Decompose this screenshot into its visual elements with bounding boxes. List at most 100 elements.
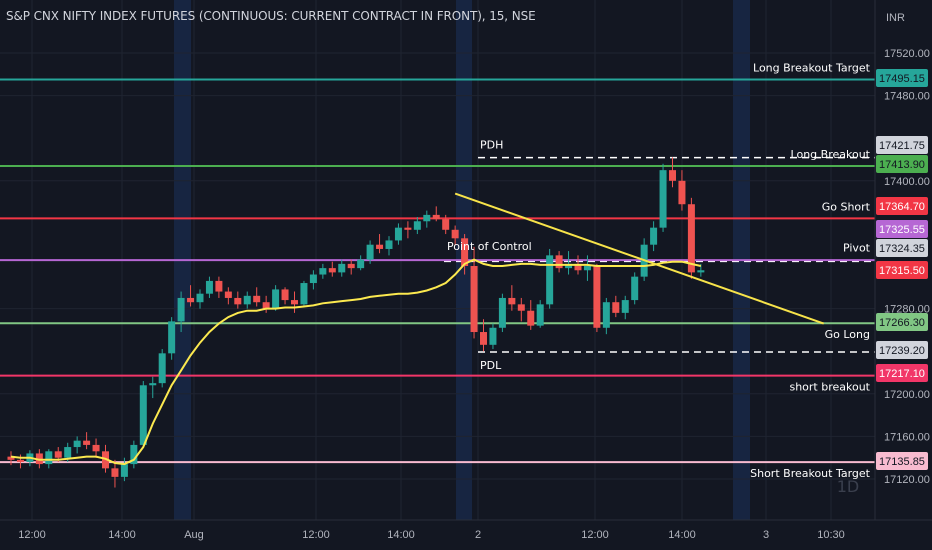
price-badge-label: 17315.50 (879, 265, 925, 277)
watermark: 1D (837, 477, 860, 496)
candle-body (291, 300, 298, 305)
price-badge (876, 197, 928, 215)
candle-body (376, 244, 384, 249)
candle-body (555, 255, 563, 269)
x-tick-label: 14:00 (668, 529, 696, 541)
candle-body (621, 300, 629, 313)
level-label: PDH (480, 139, 503, 152)
price-badge (876, 341, 928, 359)
y-tick-label: 17120.00 (884, 474, 930, 486)
candle-body (168, 321, 176, 354)
x-tick-label: 14:00 (108, 529, 136, 541)
candle-body (196, 293, 204, 303)
candle-body (489, 327, 497, 345)
level-label: Point of Control (447, 240, 532, 253)
price-badge (876, 313, 928, 331)
candle-body (16, 459, 24, 462)
trendline (454, 192, 825, 325)
candle-body (527, 310, 535, 326)
candle-body (366, 244, 374, 260)
candle-body (442, 219, 450, 230)
candle-body (612, 302, 620, 313)
price-badge-label: 17135.85 (879, 456, 925, 468)
candle-body (404, 227, 412, 230)
x-tick-label: 14:00 (387, 529, 415, 541)
y-tick-label: 17400.00 (884, 176, 930, 188)
candle-body (73, 440, 81, 448)
candle-body (224, 291, 232, 298)
candle-body (111, 468, 119, 477)
candle-body (461, 238, 469, 266)
level-label: Go Short (822, 200, 871, 213)
candle-body (546, 255, 554, 305)
price-badge (876, 69, 928, 87)
y-tick-label: 17200.00 (884, 389, 930, 401)
candle-body (385, 240, 393, 249)
candle-body (45, 451, 53, 465)
candle-body (120, 464, 128, 477)
candle-body (149, 383, 157, 386)
candle-body (498, 297, 506, 328)
x-tick-label: 12:00 (18, 529, 46, 541)
price-badge (876, 452, 928, 470)
price-badge-label: 17217.10 (879, 368, 925, 380)
candle-body (243, 295, 251, 305)
x-tick-label: 2 (475, 529, 481, 541)
price-badge-label: 17266.30 (879, 317, 925, 329)
candle-body (565, 263, 573, 269)
candle-body (215, 280, 223, 292)
price-badge (876, 220, 928, 238)
price-badge-label: 17421.75 (879, 140, 925, 152)
candle-body (536, 304, 544, 326)
candle-body (262, 302, 270, 309)
price-badge (876, 261, 928, 279)
candle-body (678, 180, 686, 205)
candle-body (7, 456, 15, 460)
candle-body (687, 204, 695, 273)
candle-body (508, 297, 516, 305)
candle-body (130, 444, 138, 465)
candle-body (205, 280, 213, 294)
candle-body (669, 170, 676, 181)
currency-label: INR (886, 12, 905, 24)
level-label: Short Breakout Target (750, 467, 871, 480)
candle-body (517, 304, 525, 311)
candle-body (83, 440, 91, 445)
vwap-line (10, 258, 702, 466)
level-label: short breakout (789, 381, 870, 394)
candle-body (234, 297, 242, 305)
level-label: Go Long (825, 328, 870, 341)
candle-body (480, 332, 487, 345)
candle-body (253, 295, 261, 303)
price-badge-label: 17413.90 (879, 159, 925, 171)
x-tick-label: 12:00 (581, 529, 609, 541)
candle-body (187, 297, 195, 303)
price-badge-label: 17239.20 (879, 345, 925, 357)
price-badge-label: 17364.70 (879, 201, 925, 213)
candle-body (423, 214, 431, 222)
y-tick-label: 17520.00 (884, 48, 930, 60)
candle-body (631, 276, 639, 301)
x-tick-label: 10:30 (817, 529, 845, 541)
candle-body (300, 283, 308, 305)
candle-body (470, 266, 478, 333)
price-badge-label: 17495.15 (879, 73, 925, 85)
candle-body (319, 268, 327, 275)
candle-body (432, 214, 440, 220)
candle-body (413, 221, 421, 230)
candle-body (650, 227, 658, 245)
candle-body (394, 227, 402, 241)
candle-body (35, 453, 43, 465)
chart-title: S&P CNX NIFTY INDEX FUTURES (CONTINUOUS:… (6, 9, 536, 23)
level-label: PDL (480, 359, 502, 372)
price-badge (876, 364, 928, 382)
y-tick-label: 17480.00 (884, 91, 930, 103)
level-label: Pivot (843, 241, 871, 254)
price-badge (876, 239, 928, 257)
price-badge-label: 17324.35 (879, 243, 925, 255)
candle-body (357, 259, 365, 269)
candle-body (593, 266, 601, 328)
level-label: Long Breakout (791, 148, 871, 161)
candle-body (697, 270, 705, 273)
